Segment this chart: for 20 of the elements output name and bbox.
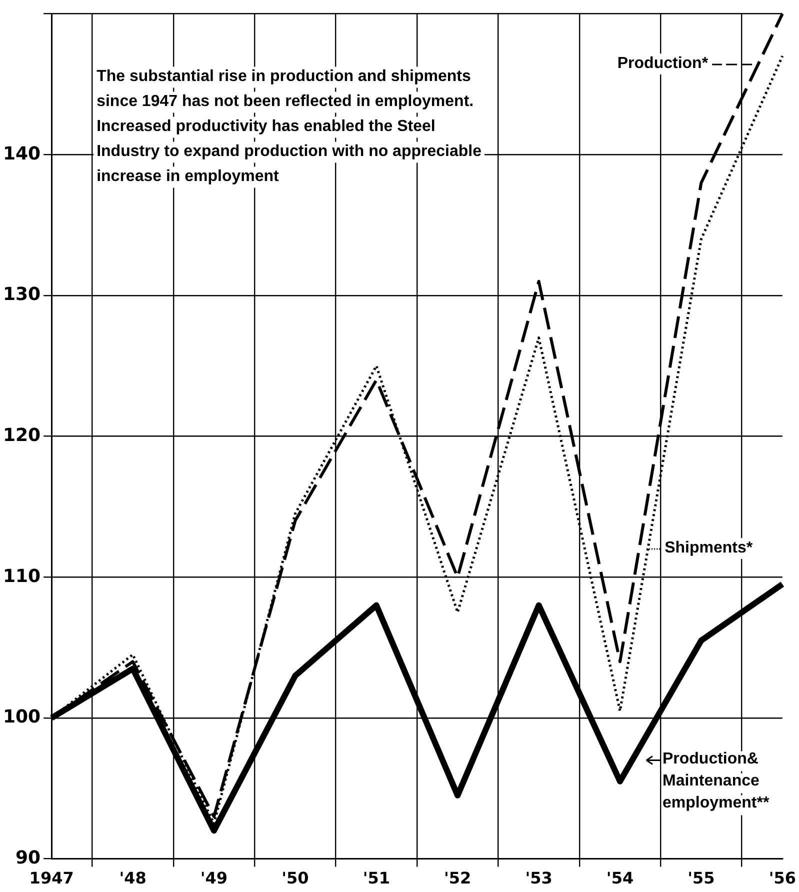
x-tick-label: '48 xyxy=(119,868,146,888)
x-tick-label: '55 xyxy=(688,868,715,888)
x-tick-label: '51 xyxy=(362,868,390,888)
y-tick-label: 100 xyxy=(2,706,41,728)
x-tick-label: '52 xyxy=(444,868,472,888)
x-tick-label: '49 xyxy=(200,868,228,888)
y-tick-label: 120 xyxy=(2,424,41,446)
legend-label: Shipments* xyxy=(664,539,754,556)
annotation: The substantial rise in production and shipments since 1947 has not been reflected in employment. Increased productivity has enabled the Steel Industry to expand production with no appreciable increase in employment xyxy=(96,68,482,186)
x-tick-label: '54 xyxy=(606,868,634,888)
x-tick-label: '53 xyxy=(525,868,552,888)
y-tick-label: 130 xyxy=(2,284,41,306)
legend-label: Production& Maintenance employment** xyxy=(662,750,770,812)
y-tick-label: 140 xyxy=(2,143,41,164)
x-tick-label: '50 xyxy=(282,868,309,888)
x-tick-label: '56 xyxy=(768,868,796,888)
text: Production* xyxy=(617,54,709,72)
x-tick-label: 1947 xyxy=(29,868,74,888)
y-tick-label: 90 xyxy=(16,847,41,868)
y-tick-label: 110 xyxy=(2,566,41,587)
